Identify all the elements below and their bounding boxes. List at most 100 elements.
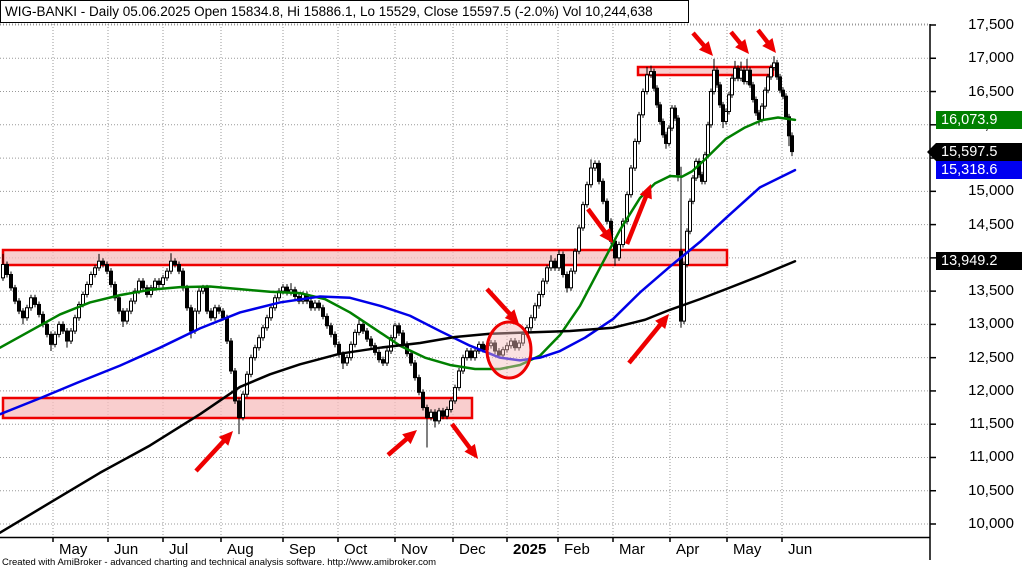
candle-body [769, 67, 773, 78]
candle-body [409, 353, 413, 364]
candle-body [493, 342, 497, 352]
ma-mid-blue [0, 168, 797, 416]
candle-body [45, 323, 49, 335]
ma-fast-green [0, 116, 797, 371]
candle-body [633, 140, 637, 169]
candle-body [237, 400, 241, 419]
candle-body [329, 325, 333, 335]
candle-body [706, 124, 710, 156]
candle-body [577, 227, 581, 252]
candle-body [141, 280, 145, 289]
candle-body [652, 71, 656, 89]
y-axis-label: 17,500 [968, 16, 1014, 33]
ma-slow-black [0, 260, 797, 534]
candle-body [513, 340, 517, 349]
candle-body [317, 302, 321, 309]
candle-body [157, 280, 161, 285]
y-axis-label: 13,500 [968, 282, 1014, 300]
annotation-arrow-head [655, 314, 669, 329]
y-axis-label: 17,000 [968, 49, 1014, 67]
annotation-arrow-shaft [756, 28, 771, 46]
candle-body [249, 357, 253, 375]
candle-body [724, 110, 728, 122]
candle-body [165, 270, 169, 279]
candle-body [433, 411, 437, 422]
month-label: Sep [289, 541, 316, 558]
candle-body [561, 254, 565, 275]
candle-body [617, 244, 621, 259]
candle-body [345, 357, 349, 364]
y-axis-label: 15,000 [968, 182, 1014, 200]
candle-body [473, 350, 477, 359]
candle-body [369, 338, 373, 347]
month-label: 2025 [513, 541, 547, 558]
candle-body [69, 330, 73, 342]
candle-body [509, 340, 513, 347]
candle-body [766, 76, 770, 91]
candle-body [13, 287, 17, 302]
candle-body [715, 69, 719, 86]
candle-body [105, 264, 109, 272]
candle-body [461, 357, 465, 372]
y-axis-label: 14,500 [968, 215, 1014, 233]
candle-body [718, 84, 722, 106]
candle-body [549, 260, 553, 269]
candle-body [1, 264, 5, 279]
candle-body [61, 323, 65, 332]
candle-body [557, 254, 561, 269]
candle-body [682, 264, 686, 322]
candle-body [161, 277, 165, 285]
candle-body [667, 127, 671, 144]
annotation-arrow-shaft [586, 207, 609, 236]
candle-body [676, 117, 680, 176]
candle-body [453, 387, 457, 402]
annotation-arrow-head [402, 430, 417, 445]
ma-mid-tag: 15,318.6 [936, 161, 1022, 180]
candle-body [173, 260, 177, 266]
candle-body [754, 99, 758, 114]
candle-body [597, 162, 601, 182]
candle-body [637, 114, 641, 142]
candle-body [181, 270, 185, 289]
footer-credit: Created with AmiBroker - advanced charti… [2, 557, 437, 568]
candle-body [333, 333, 337, 345]
annotation-arrow-head [735, 39, 749, 54]
candle-body [449, 400, 453, 411]
candle-body [505, 345, 509, 351]
candle-body [129, 300, 133, 312]
annotation-arrow-shaft [485, 287, 514, 318]
candle-body [169, 260, 173, 272]
candle-body [233, 370, 237, 402]
candle-body [229, 340, 233, 372]
candle-body [521, 333, 525, 344]
candle-body [85, 283, 89, 295]
candle-body [465, 350, 469, 359]
candle-body [545, 267, 549, 282]
annotation-arrow-head [698, 41, 713, 56]
candle-body [213, 307, 217, 319]
candle-body [353, 331, 357, 345]
annotation-arrow-shaft [624, 193, 650, 245]
candle-body [357, 323, 361, 333]
candle-body [421, 391, 425, 409]
annotation-arrow-head [639, 184, 652, 200]
candle-body [401, 332, 405, 345]
candle-body [441, 410, 445, 417]
month-label: May [733, 541, 762, 558]
candle-body [209, 310, 213, 319]
candle-body [790, 135, 794, 153]
annotation-arrow-head [599, 227, 613, 243]
candle-body [673, 107, 677, 119]
candle-body [658, 104, 662, 122]
candle-body [205, 287, 209, 312]
candle-body [381, 359, 385, 364]
y-axis-label: 13,000 [968, 315, 1014, 333]
candle-body [281, 286, 285, 292]
month-label: Feb [564, 541, 590, 558]
candle-body [703, 154, 707, 182]
candle-body [253, 347, 257, 359]
candle-body [185, 287, 189, 309]
candle-body [569, 270, 573, 289]
candle-body [787, 116, 791, 137]
